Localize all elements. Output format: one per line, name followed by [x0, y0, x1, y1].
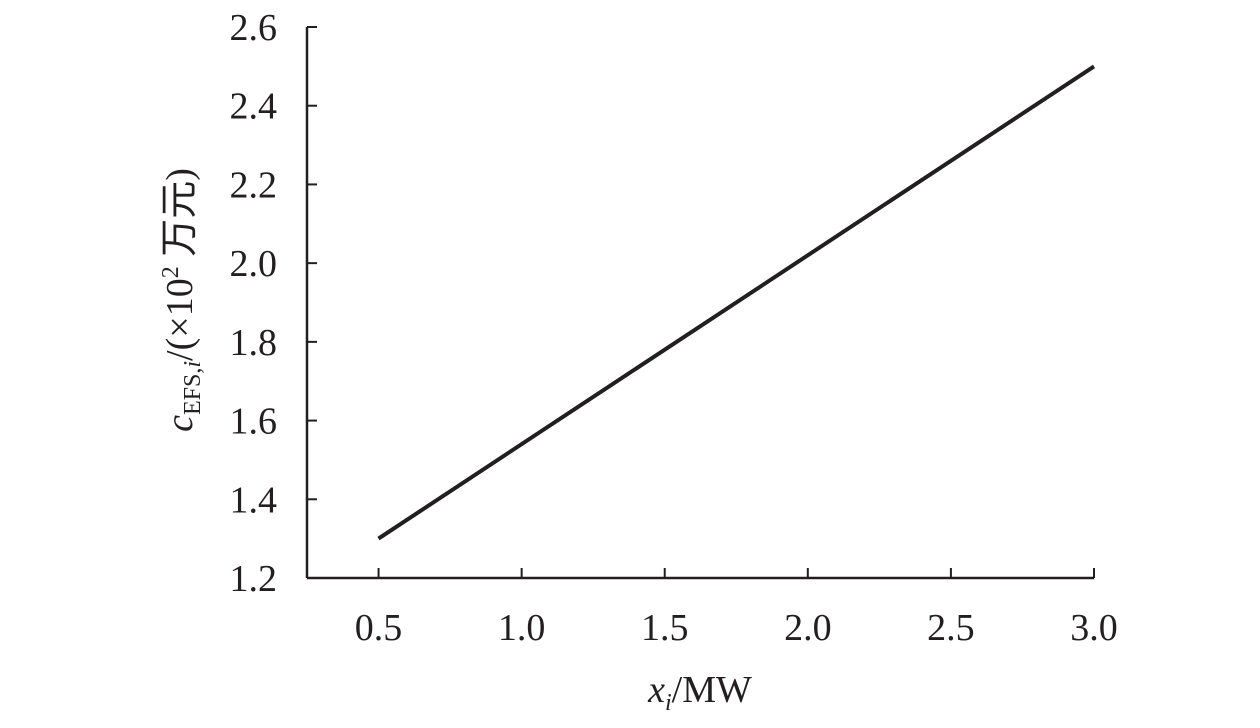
x-axis-var: x	[647, 669, 665, 711]
y-axis-prefix: /(×10	[159, 278, 201, 361]
y-tick-label-0: 1.2	[230, 558, 278, 600]
y-tick-label-7: 2.6	[230, 7, 278, 49]
x-tick-label-3: 2.0	[784, 607, 832, 649]
y-axis-unit: 万元)	[159, 168, 201, 266]
y-axis-sub-italic: i	[180, 361, 206, 368]
y-tick-label-6: 2.4	[230, 86, 278, 128]
y-tick-label-4: 2.0	[230, 243, 278, 285]
axes	[305, 27, 1094, 580]
series-line-0	[377, 64, 1096, 541]
y-tick-label-5: 2.2	[230, 164, 278, 206]
y-axis-title: cEFS,i/(×102 万元)	[158, 168, 206, 432]
x-axis-sub: i	[665, 690, 672, 716]
y-axis-sup: 2	[158, 266, 184, 278]
x-tick-label-5: 3.0	[1070, 607, 1118, 649]
x-tick-label-0: 0.5	[355, 607, 403, 649]
y-axis-sub: EFS,	[180, 368, 206, 415]
y-tick-label-3: 1.8	[230, 322, 278, 364]
x-tick-label-2: 1.5	[641, 607, 689, 649]
x-tick-label-4: 2.5	[927, 607, 975, 649]
y-tick-label-1: 1.4	[230, 479, 278, 521]
y-tick-label-2: 1.6	[230, 401, 278, 443]
x-axis-unit: /MW	[672, 669, 752, 711]
ticks: 1.2 1.4 1.6 1.8 2.0 2.2 2.4 2.6 0.5 1.0 1.5 2.0 2.5 3…	[230, 7, 1118, 649]
x-axis-title: xi/MW	[647, 669, 752, 716]
x-tick-label-1: 1.0	[498, 607, 546, 649]
y-axis-var: c	[159, 415, 201, 432]
series	[377, 64, 1096, 541]
